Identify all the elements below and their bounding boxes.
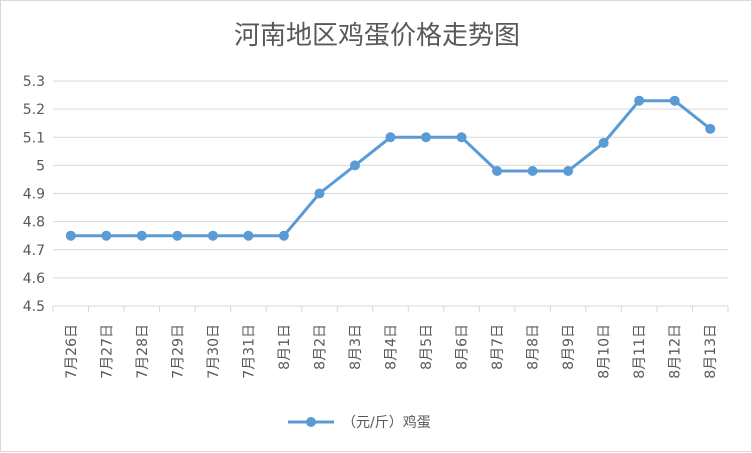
x-tick-label: 8月5日 <box>419 324 435 370</box>
data-point <box>207 230 218 241</box>
x-tick-label: 8月12日 <box>668 324 684 379</box>
data-point <box>705 123 716 134</box>
series-line <box>69 99 712 238</box>
y-tick-label: 4.8 <box>23 215 45 231</box>
gridlines <box>53 80 728 307</box>
data-point <box>421 132 432 143</box>
data-point <box>385 132 396 143</box>
x-tick-label: 7月27日 <box>99 324 115 379</box>
series-layer <box>65 95 716 241</box>
chart-title: 河南地区鸡蛋价格走势图 <box>234 21 520 51</box>
x-tick-label: 7月30日 <box>206 324 222 379</box>
legend-label: （元/斤）鸡蛋 <box>342 414 431 431</box>
data-point <box>136 230 147 241</box>
data-point <box>563 166 574 176</box>
data-point <box>527 166 538 176</box>
data-point <box>172 230 183 241</box>
y-axis: 4.5 4.6 4.7 4.8 4.9 5 5.1 5.2 5.3 <box>23 74 45 315</box>
x-tick-label: 8月3日 <box>348 324 364 370</box>
x-tick-label: 8月6日 <box>455 324 471 370</box>
y-tick-label: 4.9 <box>23 187 45 203</box>
x-axis: 7月26日 7月27日 7月28日 7月29日 7月30日 7月31日 8月1日 8月2日 8月… <box>52 306 729 379</box>
data-point <box>65 230 76 241</box>
x-tick-label: 8月2日 <box>312 324 328 370</box>
data-point <box>101 230 112 241</box>
data-point <box>278 230 289 241</box>
x-tick-label: 8月1日 <box>277 324 293 370</box>
data-point <box>349 160 360 171</box>
data-point <box>314 188 325 199</box>
x-tick-label: 7月28日 <box>135 324 151 379</box>
data-point <box>456 132 467 143</box>
data-point <box>669 95 680 106</box>
x-tick-label: 7月29日 <box>170 324 186 379</box>
data-point <box>243 230 254 241</box>
legend-point-marker <box>306 417 316 427</box>
x-tick-label: 8月7日 <box>490 324 506 370</box>
y-tick-label: 5.2 <box>23 102 45 118</box>
y-tick-label: 4.5 <box>23 299 45 315</box>
x-tick-label: 8月11日 <box>632 324 648 379</box>
x-tick-label: 7月26日 <box>64 324 80 379</box>
x-tick-label: 8月10日 <box>597 324 613 379</box>
x-tick-label: 8月4日 <box>384 324 400 370</box>
y-tick-label: 5.3 <box>23 74 45 90</box>
y-tick-label: 4.7 <box>23 243 45 259</box>
y-tick-label: 4.6 <box>23 271 45 287</box>
x-tick-label: 8月13日 <box>703 324 719 379</box>
legend: （元/斤）鸡蛋 <box>288 414 431 431</box>
y-tick-label: 5.1 <box>23 130 45 146</box>
x-tick-label: 8月9日 <box>561 324 577 370</box>
y-tick-label: 5 <box>36 158 45 174</box>
x-tick-label: 8月8日 <box>526 324 542 370</box>
data-point <box>634 95 645 106</box>
data-point <box>492 166 503 176</box>
x-tick-label: 7月31日 <box>241 324 257 379</box>
data-point <box>598 137 609 148</box>
